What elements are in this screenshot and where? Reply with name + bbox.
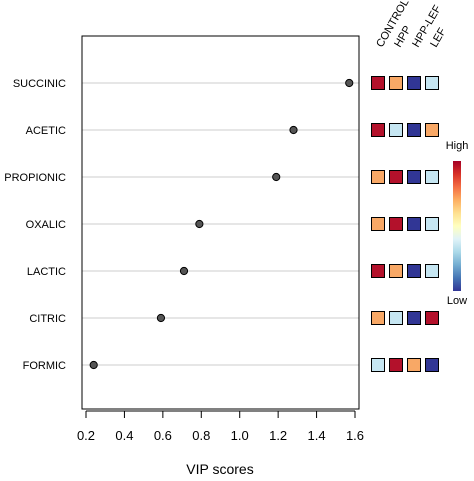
heatmap-cell <box>407 123 421 137</box>
heatmap-cell <box>425 170 439 184</box>
heatmap-cell <box>371 311 385 325</box>
category-label: FORMIC <box>23 360 66 372</box>
heatmap-cell <box>389 170 403 184</box>
x-axis: 0.2 0.4 0.6 0.8 1.0 1.2 1.4 1.6 <box>77 410 364 443</box>
category-label: ACETIC <box>26 125 66 137</box>
data-point <box>195 219 204 229</box>
heatmap-cell <box>407 170 421 184</box>
heatmap-cell <box>425 123 439 137</box>
category-label: CITRIC <box>29 313 66 325</box>
heatmap-cell <box>425 76 439 90</box>
x-tick-label: 0.6 <box>154 428 172 443</box>
heatmap-cell <box>371 123 385 137</box>
x-tick-label: 1.6 <box>346 428 364 443</box>
heatmap-cell <box>407 264 421 278</box>
x-tick-label: 0.4 <box>115 428 133 443</box>
data-point <box>289 125 298 135</box>
category-label: SUCCINIC <box>13 78 66 90</box>
heatmap-cell <box>407 311 421 325</box>
heatmap-cell <box>371 76 385 90</box>
x-tick-label: 1.0 <box>231 428 249 443</box>
legend-high-label: High <box>446 140 469 152</box>
color-scale-bar <box>453 161 461 291</box>
heatmap-cell <box>371 358 385 372</box>
heatmap-cell <box>425 311 439 325</box>
row-guide-lines <box>82 82 359 366</box>
heatmap-cell <box>371 217 385 231</box>
category-label: OXALIC <box>26 219 66 231</box>
heatmap-cell <box>425 358 439 372</box>
heatmap-cell <box>389 264 403 278</box>
x-axis-title: VIP scores <box>186 461 253 477</box>
category-label: PROPIONIC <box>4 172 66 184</box>
heatmap-cell <box>389 76 403 90</box>
data-point <box>179 266 189 276</box>
heatmap-cell <box>407 217 421 231</box>
heatmap-cell <box>389 123 403 137</box>
x-tick-label: 0.2 <box>77 428 95 443</box>
heatmap-cell <box>425 264 439 278</box>
heatmap-cell <box>389 311 403 325</box>
heatmap-cell <box>389 358 403 372</box>
heatmap-cell <box>371 264 385 278</box>
plot-frame <box>81 35 360 410</box>
data-point <box>345 78 354 88</box>
data-point <box>272 172 281 182</box>
x-tick-label: 0.8 <box>192 428 210 443</box>
x-tick-label: 1.4 <box>308 428 326 443</box>
legend-low-label: Low <box>447 295 467 307</box>
heatmap-cell <box>407 358 421 372</box>
data-point <box>89 360 98 370</box>
heatmap-cell <box>425 217 439 231</box>
heatmap-cell <box>371 170 385 184</box>
x-tick-label: 1.2 <box>269 428 287 443</box>
heatmap-cells <box>371 76 439 372</box>
data-point <box>156 313 166 323</box>
heatmap-cell <box>407 76 421 90</box>
category-labels: SUCCINIC ACETIC PROPIONIC OXALIC LACTIC CITRI… <box>4 78 66 372</box>
heatmap-cell <box>389 217 403 231</box>
data-points <box>89 78 354 370</box>
category-label: LACTIC <box>27 266 66 278</box>
